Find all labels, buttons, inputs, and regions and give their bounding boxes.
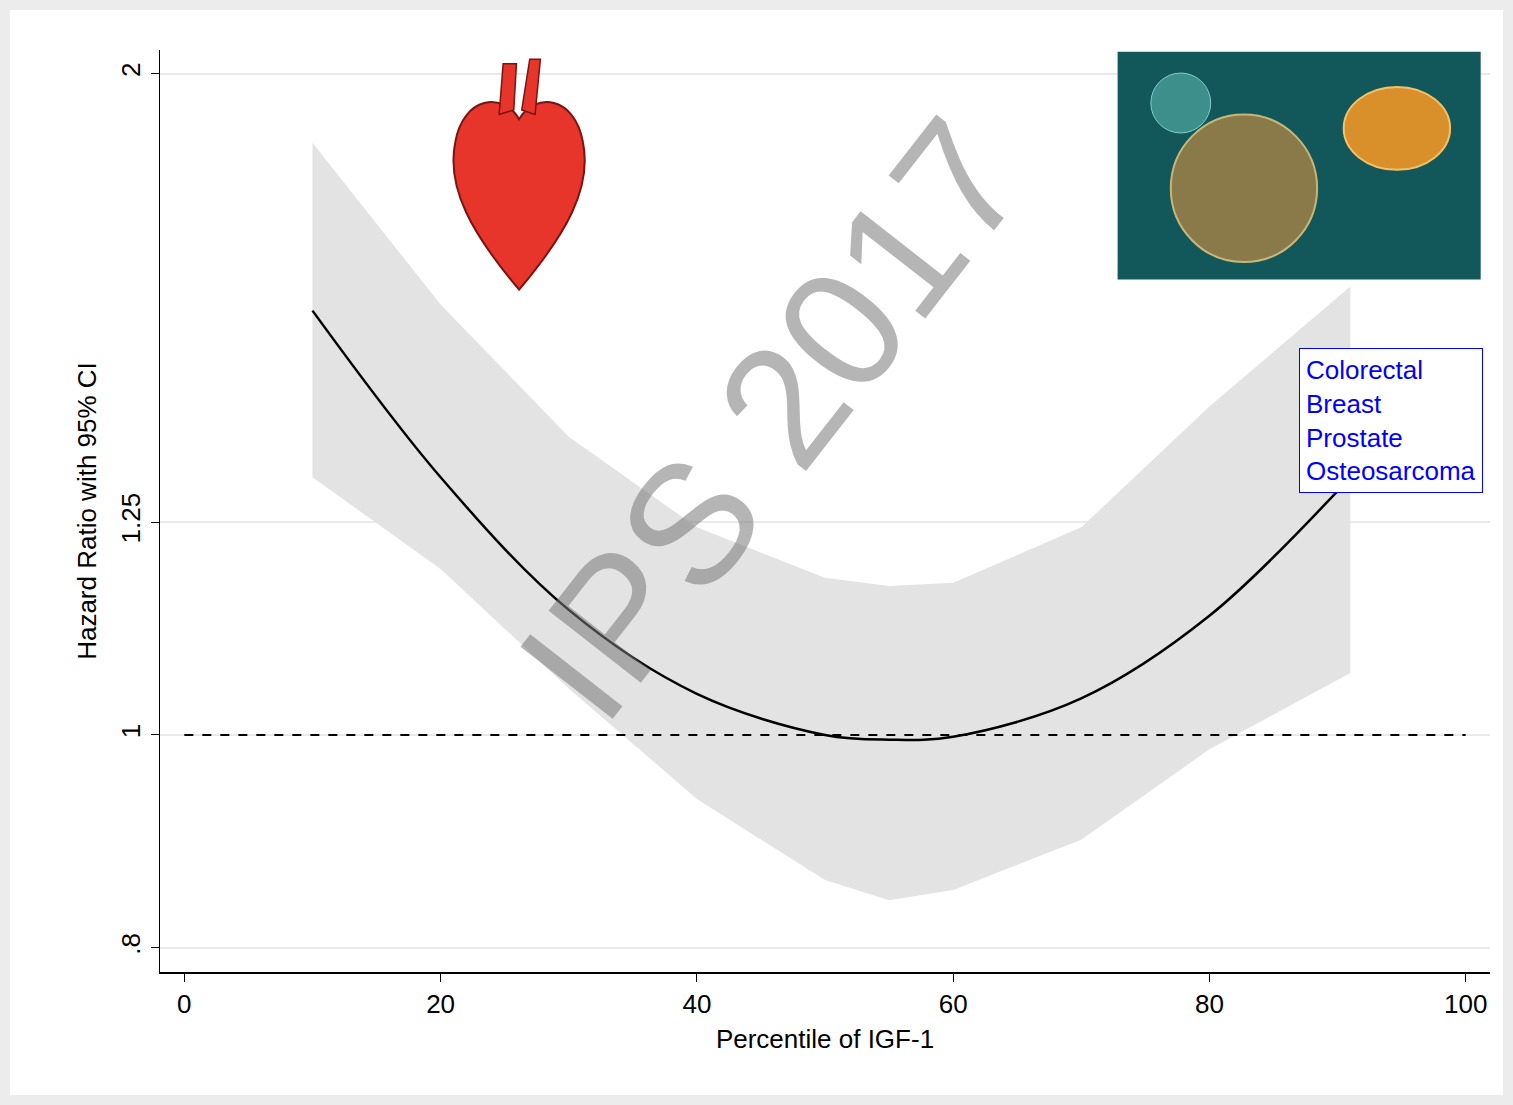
svg-text:20: 20 <box>426 989 455 1019</box>
svg-text:.8: .8 <box>116 933 146 955</box>
svg-text:ColorectalBreastProstateOsteos: ColorectalBreastProstateOsteosarcoma <box>1306 355 1476 486</box>
svg-text:0: 0 <box>177 989 191 1019</box>
svg-text:100: 100 <box>1444 989 1487 1019</box>
svg-text:40: 40 <box>682 989 711 1019</box>
svg-text:IPS 2017: IPS 2017 <box>482 85 1062 753</box>
svg-text:1: 1 <box>116 724 146 738</box>
svg-text:Percentile of IGF-1: Percentile of IGF-1 <box>716 1024 934 1054</box>
svg-text:60: 60 <box>939 989 968 1019</box>
svg-text:80: 80 <box>1195 989 1224 1019</box>
svg-text:Hazard Ratio with 95% CI: Hazard Ratio with 95% CI <box>72 362 102 660</box>
svg-text:1.25: 1.25 <box>116 493 146 544</box>
svg-text:2: 2 <box>116 62 146 76</box>
